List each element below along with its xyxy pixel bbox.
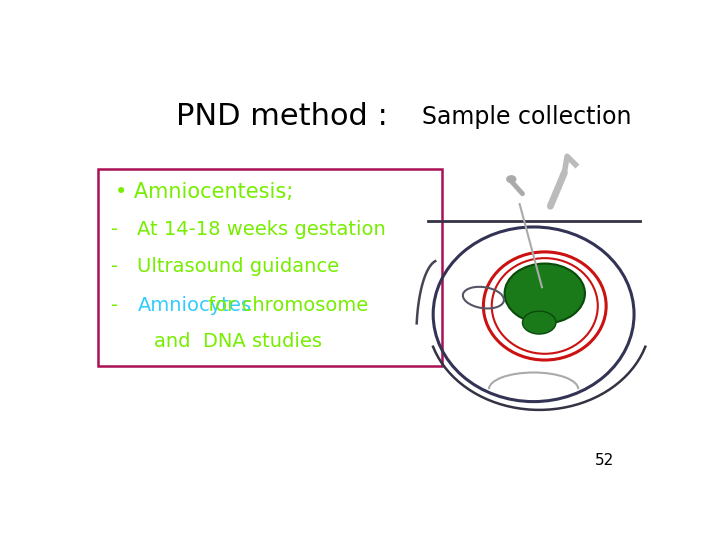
Ellipse shape: [523, 311, 556, 334]
Circle shape: [505, 264, 585, 323]
Text: for chromosome: for chromosome: [202, 296, 368, 315]
Text: Sample collection: Sample collection: [422, 105, 631, 129]
Text: -: -: [111, 296, 118, 315]
Text: PND method :: PND method :: [176, 102, 398, 131]
Text: Ultrasound guidance: Ultrasound guidance: [138, 257, 340, 276]
Text: Amniocytes: Amniocytes: [138, 296, 251, 315]
Text: and  DNA studies: and DNA studies: [154, 332, 322, 351]
Text: 52: 52: [595, 453, 615, 468]
Text: -: -: [111, 220, 118, 239]
Text: At 14-18 weeks gestation: At 14-18 weeks gestation: [138, 220, 386, 239]
Text: • Amniocentesis;: • Amniocentesis;: [115, 181, 293, 201]
Text: -: -: [111, 257, 118, 276]
Circle shape: [507, 176, 516, 183]
